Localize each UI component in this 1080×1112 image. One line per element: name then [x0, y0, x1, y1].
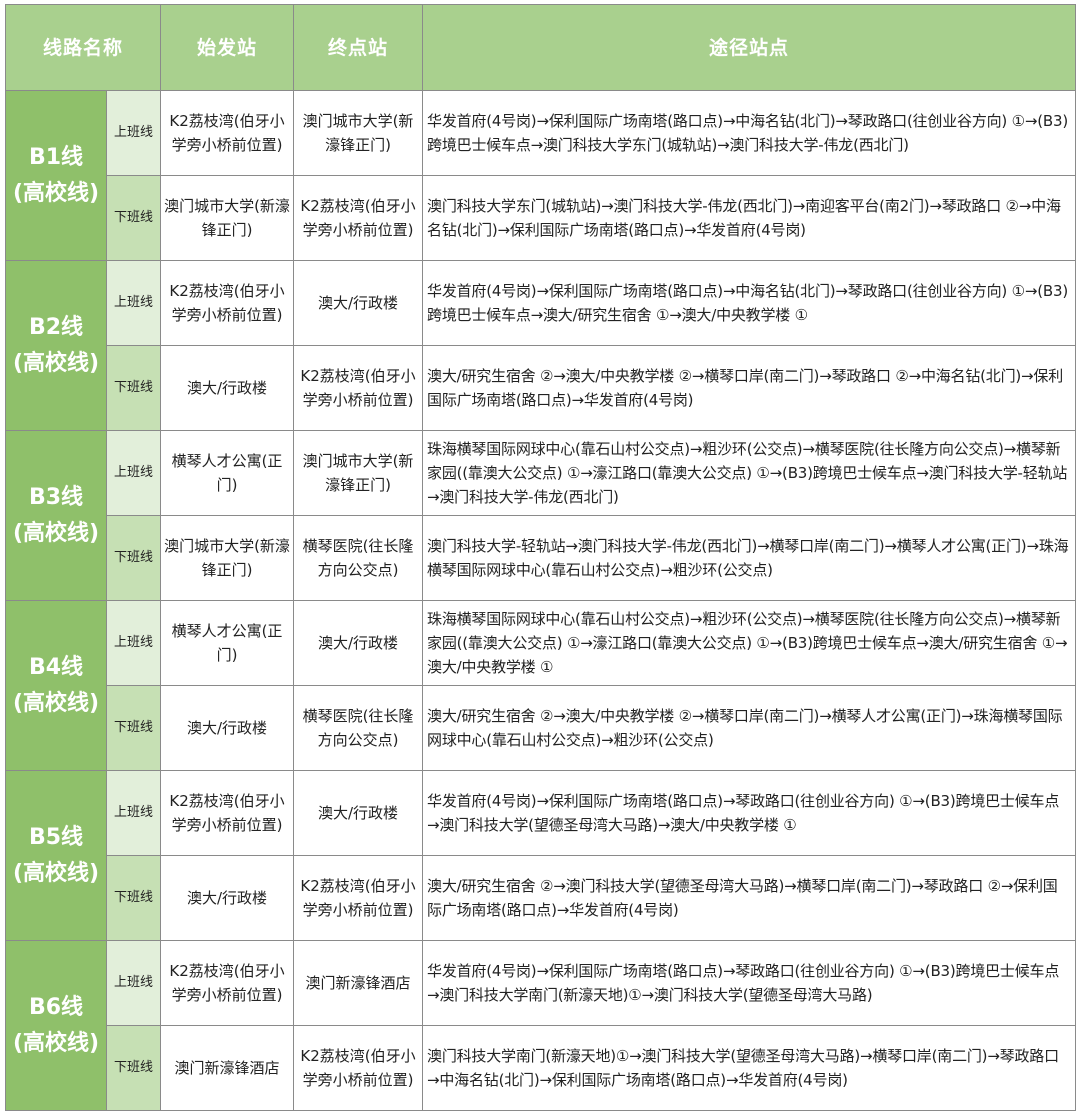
- route-name-cell: B4线 (高校线): [5, 600, 107, 771]
- header-row: 线路名称 始发站 终点站 途径站点: [4, 4, 1076, 91]
- table-row: B2线 (高校线) 上班线 K2荔枝湾(伯牙小学旁小桥前位置) 澳大/行政楼 华发首府(4…: [5, 260, 1076, 431]
- direction-cell: 上班线: [105, 430, 162, 516]
- terminal-cell: K2荔枝湾(伯牙小学旁小桥前位置): [293, 175, 424, 261]
- bus-route-table: 线路名称 始发站 终点站 途径站点 B1线 (高校线) 上班线 K2荔枝湾(伯牙小学旁…: [4, 4, 1076, 1111]
- route-name-cell: B3线 (高校线): [5, 430, 107, 601]
- route-name-cell: B1线 (高校线): [5, 90, 107, 261]
- direction-cell: 上班线: [105, 600, 162, 686]
- direction-cell: 下班线: [105, 685, 162, 771]
- direction-cell: 上班线: [105, 90, 162, 176]
- route-name: B1线: [28, 144, 84, 170]
- table-row: B3线 (高校线) 上班线 横琴人才公寓(正门) 澳门城市大学(新濠锋正门) 珠海横琴国际…: [5, 430, 1076, 601]
- origin-cell: K2荔枝湾(伯牙小学旁小桥前位置): [160, 260, 295, 346]
- route-type: (高校线): [12, 350, 100, 376]
- table-row: 下班线 澳大/行政楼 K2荔枝湾(伯牙小学旁小桥前位置) 澳大/研究生宿舍 ②→澳大/…: [6, 345, 1076, 431]
- origin-cell: 横琴人才公寓(正门): [160, 430, 295, 516]
- terminal-cell: K2荔枝湾(伯牙小学旁小桥前位置): [293, 855, 424, 941]
- route-name-cell: B2线 (高校线): [5, 260, 107, 431]
- route-name-cell: B6线 (高校线): [5, 940, 107, 1111]
- direction-cell: 下班线: [105, 1025, 162, 1111]
- direction-cell: 下班线: [105, 175, 162, 261]
- terminal-cell: 横琴医院(往长隆方向公交点): [293, 515, 424, 601]
- table-row: B5线 (高校线) 上班线 K2荔枝湾(伯牙小学旁小桥前位置) 澳大/行政楼 华发首府(4…: [5, 770, 1076, 941]
- terminal-cell: 澳大/行政楼: [293, 770, 424, 856]
- terminal-cell: 澳门城市大学(新濠锋正门): [293, 430, 424, 516]
- origin-cell: 澳门新濠锋酒店: [160, 1025, 295, 1111]
- stops-cell: 澳门科技大学南门(新濠天地)①→澳门科技大学(望德圣母湾大马路)→横琴口岸(南二…: [422, 1025, 1076, 1111]
- stops-cell: 澳大/研究生宿舍 ②→澳门科技大学(望德圣母湾大马路)→横琴口岸(南二门)→琴政…: [422, 855, 1076, 941]
- table-row: 下班线 澳大/行政楼 横琴医院(往长隆方向公交点) 澳大/研究生宿舍 ②→澳大/中央教…: [6, 685, 1076, 771]
- origin-cell: K2荔枝湾(伯牙小学旁小桥前位置): [160, 940, 295, 1026]
- origin-cell: 横琴人才公寓(正门): [160, 600, 295, 686]
- header-terminal: 终点站: [293, 4, 424, 91]
- route-name: B6线: [28, 994, 84, 1020]
- stops-cell: 华发首府(4号岗)→保利国际广场南塔(路口点)→琴政路口(往创业谷方向) ①→(…: [422, 940, 1076, 1026]
- terminal-cell: 澳门新濠锋酒店: [293, 940, 424, 1026]
- table-row: 下班线 澳门城市大学(新濠锋正门) K2荔枝湾(伯牙小学旁小桥前位置) 澳门科技大学东…: [6, 175, 1076, 261]
- origin-cell: K2荔枝湾(伯牙小学旁小桥前位置): [160, 90, 295, 176]
- route-name: B5线: [28, 824, 84, 850]
- terminal-cell: 澳门城市大学(新濠锋正门): [293, 90, 424, 176]
- direction-cell: 上班线: [105, 260, 162, 346]
- direction-cell: 下班线: [105, 515, 162, 601]
- origin-cell: 澳大/行政楼: [160, 855, 295, 941]
- table-row: B4线 (高校线) 上班线 横琴人才公寓(正门) 澳大/行政楼 珠海横琴国际网球中心(靠石…: [5, 600, 1076, 771]
- table-row: 下班线 澳门城市大学(新濠锋正门) 横琴医院(往长隆方向公交点) 澳门科技大学-轻轨站…: [6, 515, 1076, 601]
- origin-cell: 澳大/行政楼: [160, 345, 295, 431]
- stops-cell: 澳门科技大学东门(城轨站)→澳门科技大学-伟龙(西北门)→南迎客平台(南2门)→…: [422, 175, 1076, 261]
- stops-cell: 澳大/研究生宿舍 ②→澳大/中央教学楼 ②→横琴口岸(南二门)→琴政路口 ②→中…: [422, 345, 1076, 431]
- route-name: B3线: [28, 484, 84, 510]
- route-type: (高校线): [12, 180, 100, 206]
- route-type: (高校线): [12, 520, 100, 546]
- stops-cell: 华发首府(4号岗)→保利国际广场南塔(路口点)→中海名钻(北门)→琴政路口(往创…: [422, 90, 1076, 176]
- route-name: B4线: [28, 654, 84, 680]
- route-type: (高校线): [12, 860, 100, 886]
- table-body: B1线 (高校线) 上班线 K2荔枝湾(伯牙小学旁小桥前位置) 澳门城市大学(新濠锋正门…: [5, 90, 1076, 1111]
- stops-cell: 澳大/研究生宿舍 ②→澳大/中央教学楼 ②→横琴口岸(南二门)→横琴人才公寓(正…: [422, 685, 1076, 771]
- table-row: B1线 (高校线) 上班线 K2荔枝湾(伯牙小学旁小桥前位置) 澳门城市大学(新濠锋正门…: [5, 90, 1076, 261]
- table-row: B6线 (高校线) 上班线 K2荔枝湾(伯牙小学旁小桥前位置) 澳门新濠锋酒店 华发首府(…: [5, 940, 1076, 1111]
- route-type: (高校线): [12, 690, 100, 716]
- terminal-cell: K2荔枝湾(伯牙小学旁小桥前位置): [293, 345, 424, 431]
- route-type: (高校线): [12, 1030, 100, 1056]
- stops-cell: 澳门科技大学-轻轨站→澳门科技大学-伟龙(西北门)→横琴口岸(南二门)→横琴人才…: [422, 515, 1076, 601]
- route-name: B2线: [28, 314, 84, 340]
- table-row: 下班线 澳门新濠锋酒店 K2荔枝湾(伯牙小学旁小桥前位置) 澳门科技大学南门(新濠天地…: [6, 1025, 1076, 1111]
- direction-cell: 下班线: [105, 855, 162, 941]
- table-row: 下班线 澳大/行政楼 K2荔枝湾(伯牙小学旁小桥前位置) 澳大/研究生宿舍 ②→澳门科…: [6, 855, 1076, 941]
- terminal-cell: 横琴医院(往长隆方向公交点): [293, 685, 424, 771]
- stops-cell: 华发首府(4号岗)→保利国际广场南塔(路口点)→琴政路口(往创业谷方向) ①→(…: [422, 770, 1076, 856]
- direction-cell: 上班线: [105, 940, 162, 1026]
- direction-cell: 上班线: [105, 770, 162, 856]
- stops-cell: 珠海横琴国际网球中心(靠石山村公交点)→粗沙环(公交点)→横琴医院(往长隆方向公…: [422, 600, 1076, 686]
- origin-cell: 澳门城市大学(新濠锋正门): [160, 515, 295, 601]
- header-origin: 始发站: [160, 4, 295, 91]
- terminal-cell: 澳大/行政楼: [293, 600, 424, 686]
- header-stops: 途径站点: [422, 4, 1076, 91]
- origin-cell: 澳大/行政楼: [160, 685, 295, 771]
- origin-cell: 澳门城市大学(新濠锋正门): [160, 175, 295, 261]
- route-name-cell: B5线 (高校线): [5, 770, 107, 941]
- stops-cell: 华发首府(4号岗)→保利国际广场南塔(路口点)→中海名钻(北门)→琴政路口(往创…: [422, 260, 1076, 346]
- origin-cell: K2荔枝湾(伯牙小学旁小桥前位置): [160, 770, 295, 856]
- terminal-cell: K2荔枝湾(伯牙小学旁小桥前位置): [293, 1025, 424, 1111]
- stops-cell: 珠海横琴国际网球中心(靠石山村公交点)→粗沙环(公交点)→横琴医院(往长隆方向公…: [422, 430, 1076, 516]
- header-route-name: 线路名称: [4, 4, 162, 91]
- terminal-cell: 澳大/行政楼: [293, 260, 424, 346]
- direction-cell: 下班线: [105, 345, 162, 431]
